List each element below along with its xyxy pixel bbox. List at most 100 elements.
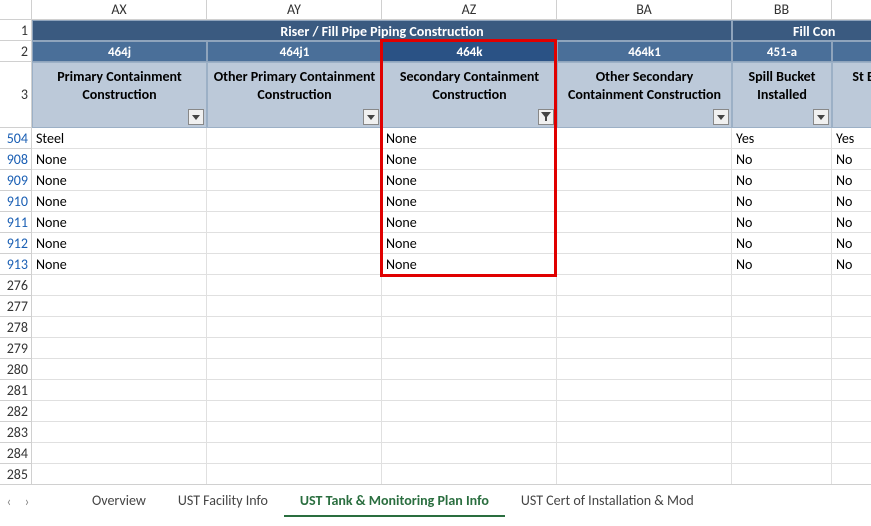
row-num-911[interactable]: 911 xyxy=(0,212,32,233)
cell-r279-c0[interactable] xyxy=(32,338,207,359)
cell-r504-c3[interactable] xyxy=(557,128,732,149)
cell-r910-c4[interactable]: No xyxy=(732,191,832,212)
cell-r281-c2[interactable] xyxy=(382,380,557,401)
cell-r913-c4[interactable]: No xyxy=(732,254,832,275)
cell-r504-c1[interactable] xyxy=(207,128,382,149)
cell-r911-c1[interactable] xyxy=(207,212,382,233)
sheet-tab-1[interactable]: UST Facility Info xyxy=(162,486,284,517)
cell-r283-c3[interactable] xyxy=(557,422,732,443)
cell-r282-c3[interactable] xyxy=(557,401,732,422)
cell-r281-c3[interactable] xyxy=(557,380,732,401)
cell-r910-c1[interactable] xyxy=(207,191,382,212)
cell-r912-c5[interactable]: No xyxy=(832,233,871,254)
cell-r278-c0[interactable] xyxy=(32,317,207,338)
cell-r276-c5[interactable] xyxy=(832,275,871,296)
row-num-909[interactable]: 909 xyxy=(0,170,32,191)
cell-r280-c3[interactable] xyxy=(557,359,732,380)
cell-r281-c4[interactable] xyxy=(732,380,832,401)
cell-r281-c5[interactable] xyxy=(832,380,871,401)
cell-r284-c2[interactable] xyxy=(382,443,557,464)
cell-r277-c1[interactable] xyxy=(207,296,382,317)
cell-r279-c4[interactable] xyxy=(732,338,832,359)
cell-r283-c5[interactable] xyxy=(832,422,871,443)
cell-r280-c1[interactable] xyxy=(207,359,382,380)
cell-r282-c5[interactable] xyxy=(832,401,871,422)
cell-r284-c0[interactable] xyxy=(32,443,207,464)
filter-button-3[interactable] xyxy=(713,109,729,125)
cell-r911-c3[interactable] xyxy=(557,212,732,233)
row-num-908[interactable]: 908 xyxy=(0,149,32,170)
cell-r911-c0[interactable]: None xyxy=(32,212,207,233)
cell-r280-c4[interactable] xyxy=(732,359,832,380)
cell-r285-c3[interactable] xyxy=(557,464,732,485)
cell-r910-c2[interactable]: None xyxy=(382,191,557,212)
cell-r912-c0[interactable]: None xyxy=(32,233,207,254)
cell-r282-c1[interactable] xyxy=(207,401,382,422)
cell-r283-c4[interactable] xyxy=(732,422,832,443)
col-letter-AZ[interactable]: AZ xyxy=(382,0,557,20)
cell-r913-c2[interactable]: None xyxy=(382,254,557,275)
col-letter-extra5[interactable] xyxy=(832,0,871,20)
cell-r279-c3[interactable] xyxy=(557,338,732,359)
cell-r913-c0[interactable]: None xyxy=(32,254,207,275)
cell-r909-c5[interactable]: No xyxy=(832,170,871,191)
sheet-tab-0[interactable]: Overview xyxy=(76,486,162,517)
cell-r912-c4[interactable]: No xyxy=(732,233,832,254)
cell-r908-c2[interactable]: None xyxy=(382,149,557,170)
cell-r284-c3[interactable] xyxy=(557,443,732,464)
cell-r278-c4[interactable] xyxy=(732,317,832,338)
row-num-279[interactable]: 279 xyxy=(0,338,32,359)
row-num-281[interactable]: 281 xyxy=(0,380,32,401)
cell-r911-c2[interactable]: None xyxy=(382,212,557,233)
cell-r912-c2[interactable]: None xyxy=(382,233,557,254)
row-num-2[interactable]: 2 xyxy=(0,41,32,62)
cell-r504-c0[interactable]: Steel xyxy=(32,128,207,149)
cell-r909-c3[interactable] xyxy=(557,170,732,191)
cell-r279-c2[interactable] xyxy=(382,338,557,359)
cell-r285-c0[interactable] xyxy=(32,464,207,485)
cell-r909-c4[interactable]: No xyxy=(732,170,832,191)
row-num-282[interactable]: 282 xyxy=(0,401,32,422)
cell-r908-c4[interactable]: No xyxy=(732,149,832,170)
cell-r911-c5[interactable]: No xyxy=(832,212,871,233)
cell-r909-c1[interactable] xyxy=(207,170,382,191)
cell-r278-c2[interactable] xyxy=(382,317,557,338)
row-num-276[interactable]: 276 xyxy=(0,275,32,296)
cell-r283-c0[interactable] xyxy=(32,422,207,443)
cell-r280-c2[interactable] xyxy=(382,359,557,380)
cell-r910-c3[interactable] xyxy=(557,191,732,212)
row-num-504[interactable]: 504 xyxy=(0,128,32,149)
cell-r910-c5[interactable]: No xyxy=(832,191,871,212)
cell-r912-c1[interactable] xyxy=(207,233,382,254)
tab-nav-prev[interactable]: ‹ xyxy=(0,493,18,510)
cell-r504-c2[interactable]: None xyxy=(382,128,557,149)
cell-r277-c4[interactable] xyxy=(732,296,832,317)
cell-r908-c5[interactable]: No xyxy=(832,149,871,170)
cell-r276-c1[interactable] xyxy=(207,275,382,296)
cell-r908-c0[interactable]: None xyxy=(32,149,207,170)
row-num-283[interactable]: 283 xyxy=(0,422,32,443)
cell-r279-c5[interactable] xyxy=(832,338,871,359)
cell-r280-c5[interactable] xyxy=(832,359,871,380)
cell-r278-c3[interactable] xyxy=(557,317,732,338)
cell-r277-c5[interactable] xyxy=(832,296,871,317)
cell-r282-c4[interactable] xyxy=(732,401,832,422)
cell-r279-c1[interactable] xyxy=(207,338,382,359)
filter-button-0[interactable] xyxy=(188,109,204,125)
cell-r285-c5[interactable] xyxy=(832,464,871,485)
cell-r282-c2[interactable] xyxy=(382,401,557,422)
cell-r283-c2[interactable] xyxy=(382,422,557,443)
col-letter-BB[interactable]: BB xyxy=(732,0,832,20)
row-num-910[interactable]: 910 xyxy=(0,191,32,212)
filter-button-4[interactable] xyxy=(813,109,829,125)
cell-r277-c0[interactable] xyxy=(32,296,207,317)
col-letter-AX[interactable]: AX xyxy=(32,0,207,20)
cell-r284-c1[interactable] xyxy=(207,443,382,464)
cell-r282-c0[interactable] xyxy=(32,401,207,422)
cell-r284-c4[interactable] xyxy=(732,443,832,464)
cell-r909-c2[interactable]: None xyxy=(382,170,557,191)
row-num-284[interactable]: 284 xyxy=(0,443,32,464)
cell-r913-c5[interactable]: No xyxy=(832,254,871,275)
cell-r913-c1[interactable] xyxy=(207,254,382,275)
cell-r504-c5[interactable]: Yes xyxy=(832,128,871,149)
